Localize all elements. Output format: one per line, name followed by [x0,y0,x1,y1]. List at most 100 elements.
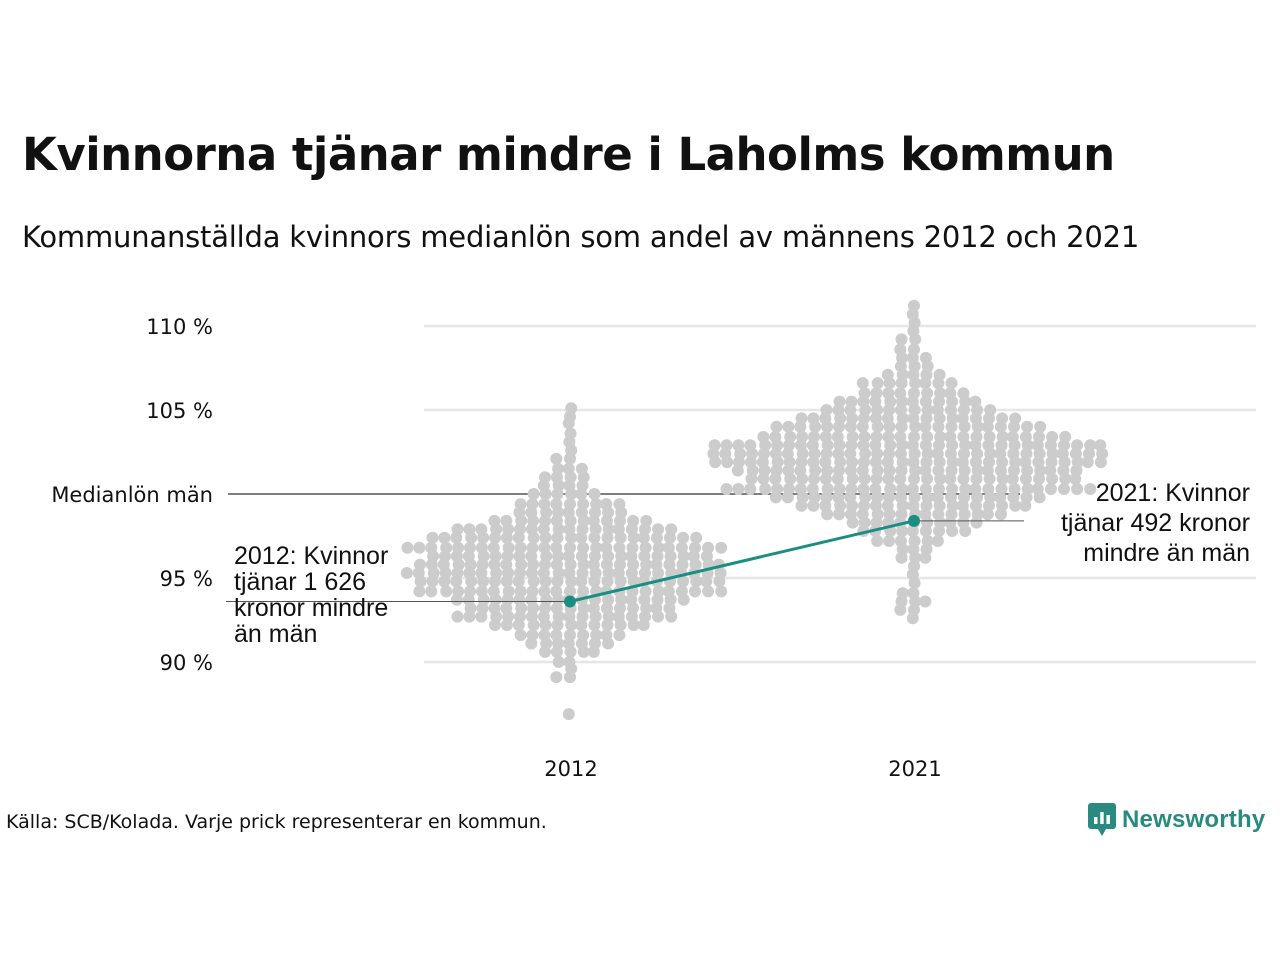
municipality-dot [1019,430,1032,443]
municipality-dot [487,541,500,554]
brand-logo[interactable]: Newsworthy [1088,803,1265,837]
municipality-dot [919,595,932,608]
municipality-dot [475,585,488,598]
municipality-dot [821,483,834,495]
municipality-dot [539,471,551,484]
municipality-dot [715,585,728,598]
municipality-dot [1046,430,1059,443]
municipality-dot [846,430,859,443]
municipality-dot [565,402,578,415]
annotation-2021-line: 2021: Kvinnor [1096,479,1250,507]
municipality-dot [894,430,907,443]
municipality-dot [702,541,715,554]
municipality-dot [590,498,603,511]
municipality-dot [564,585,576,598]
municipality-dot [613,541,626,554]
highlight-point [564,595,576,608]
municipality-dot [652,541,665,554]
municipality-dot [782,420,795,433]
municipality-dot [895,333,908,346]
municipality-dot [869,483,882,495]
municipality-dot [639,541,652,554]
municipality-dot [921,535,934,547]
municipality-dot [921,387,934,400]
municipality-dot [1071,483,1084,495]
municipality-dot [894,343,907,356]
brand-name: Newsworthy [1122,806,1266,833]
municipality-dot [550,541,563,554]
municipality-dot [883,535,895,547]
municipality-dot [919,483,932,495]
municipality-dot [933,483,945,495]
municipality-dot [795,412,808,425]
municipality-dot [527,488,540,500]
municipality-dot [440,585,453,598]
municipality-dot [856,377,869,390]
municipality-dot [934,387,947,400]
municipality-dot [413,541,426,554]
chart-subtitle: Kommunanställda kvinnors medianlön som a… [22,220,1140,254]
municipality-dot [771,483,784,495]
municipality-dot [702,585,715,598]
municipality-dot [451,523,464,536]
municipality-dot [806,483,819,495]
municipality-dot [959,483,972,495]
municipality-dot [946,483,959,495]
municipality-dot [881,368,894,381]
municipality-dot [757,430,770,443]
municipality-dot [1031,483,1044,495]
municipality-dot [662,585,675,598]
municipality-dot [1084,483,1097,495]
municipality-dot [690,531,703,544]
municipality-dot [1044,483,1057,495]
municipality-dot [934,430,947,443]
municipality-dot [563,656,576,668]
municipality-dot [613,498,626,511]
municipality-dot [894,387,907,400]
municipality-dot [675,585,688,598]
municipality-dot [744,483,757,495]
municipality-dot [794,483,807,495]
municipality-dot [770,420,783,433]
municipality-dot [652,523,665,536]
municipality-dot [984,404,997,416]
annotation-2012-line: än män [234,620,317,648]
municipality-dot [562,462,575,475]
highlight-point [908,514,920,527]
municipality-dot [858,430,871,443]
municipality-dot [1008,483,1021,495]
municipality-dot [715,541,728,554]
municipality-dot [720,483,733,495]
municipality-dot [502,541,515,554]
municipality-dot [538,498,551,511]
municipality-dot [1071,439,1084,452]
municipality-dot [894,535,907,547]
source-note: Källa: SCB/Kolada. Varje prick represent… [6,811,547,833]
municipality-dot [575,462,588,475]
municipality-dot [884,483,897,495]
annotation-2012-line: tjänar 1 626 [234,568,366,596]
municipality-dot [921,430,934,443]
municipality-dot [413,585,426,598]
municipality-dot [882,430,895,443]
municipality-dot [969,483,982,495]
municipality-dot [514,585,527,598]
municipality-dot [906,483,919,495]
municipality-dot [526,541,539,554]
municipality-dot [564,541,576,554]
municipality-dot [769,430,782,443]
municipality-dot [983,430,996,443]
municipality-dot [833,483,846,495]
municipality-dot [475,541,488,554]
municipality-dot [538,541,551,554]
municipality-dot [577,498,590,511]
municipality-dot [1094,439,1107,452]
highlight-series [564,514,920,608]
municipality-dot [907,587,920,600]
municipality-dot [577,629,590,642]
municipality-dot [831,430,844,443]
highlight-line [569,519,915,603]
municipality-dot [500,514,513,527]
municipality-dot [933,368,946,381]
municipality-dot [627,514,640,527]
